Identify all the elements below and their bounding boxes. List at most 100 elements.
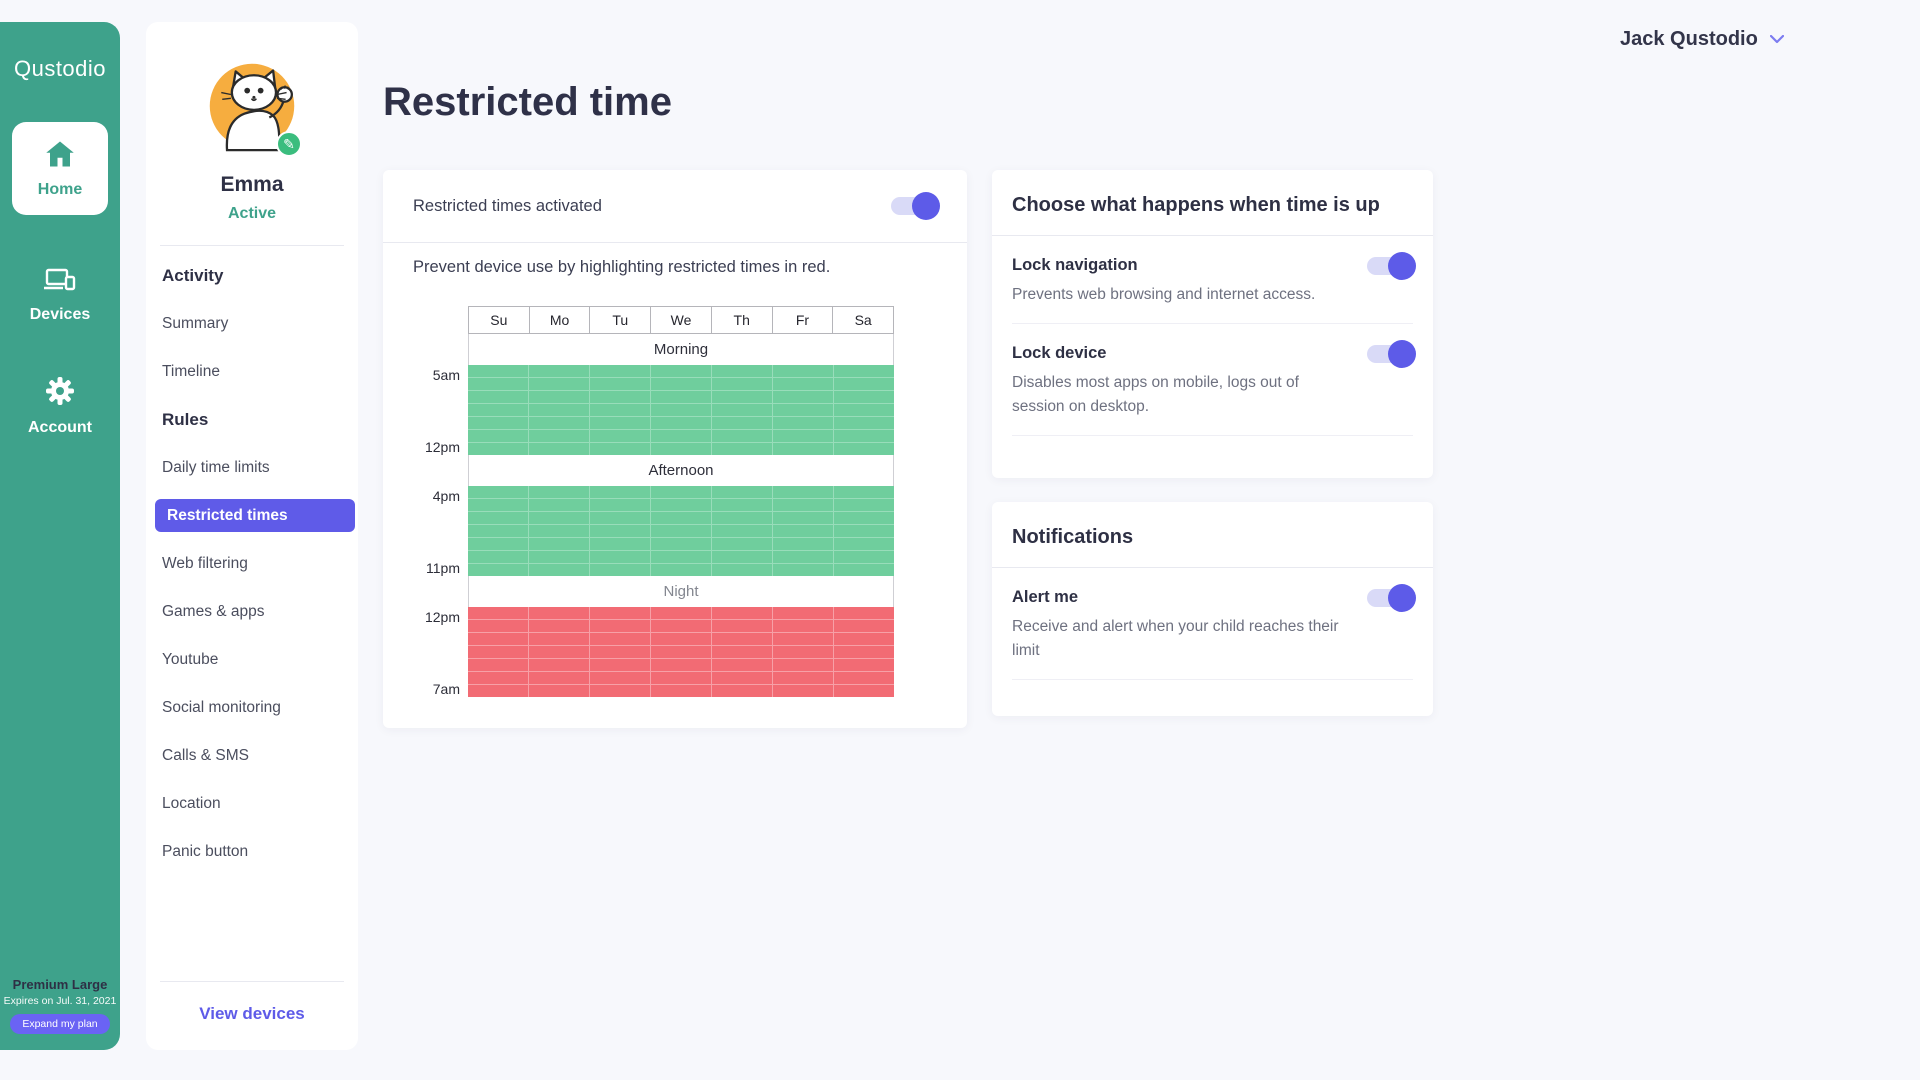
schedule-cell-restricted[interactable] xyxy=(712,646,772,658)
schedule-cell-allowed[interactable] xyxy=(712,404,772,416)
schedule-cell-restricted[interactable] xyxy=(773,620,833,632)
schedule-cell-allowed[interactable] xyxy=(712,499,772,511)
schedule-cell-restricted[interactable] xyxy=(834,672,894,684)
schedule-cell-allowed[interactable] xyxy=(529,391,589,403)
schedule-cell-restricted[interactable] xyxy=(468,659,528,671)
schedule-cell-allowed[interactable] xyxy=(834,486,894,498)
schedule-cell-allowed[interactable] xyxy=(529,551,589,563)
schedule-cell-restricted[interactable] xyxy=(590,646,650,658)
schedule-cell-restricted[interactable] xyxy=(529,659,589,671)
day-header-su[interactable]: Su xyxy=(469,307,529,333)
schedule-cell-allowed[interactable] xyxy=(590,564,650,576)
schedule-cell-restricted[interactable] xyxy=(773,633,833,645)
schedule-cell-restricted[interactable] xyxy=(529,607,589,619)
schedule-cell-allowed[interactable] xyxy=(651,417,711,429)
nav-home[interactable]: Home xyxy=(12,122,108,215)
schedule-cell-allowed[interactable] xyxy=(773,525,833,537)
schedule-cell-restricted[interactable] xyxy=(834,646,894,658)
schedule-cell-restricted[interactable] xyxy=(468,646,528,658)
schedule-cell-restricted[interactable] xyxy=(529,633,589,645)
schedule-cell-allowed[interactable] xyxy=(468,430,528,442)
schedule-cell-allowed[interactable] xyxy=(590,378,650,390)
schedule-cell-restricted[interactable] xyxy=(651,685,711,697)
schedule-cell-allowed[interactable] xyxy=(468,443,528,455)
schedule-cell-allowed[interactable] xyxy=(468,525,528,537)
alert-me-toggle[interactable] xyxy=(1367,583,1416,612)
schedule-cell-allowed[interactable] xyxy=(712,525,772,537)
schedule-cell-allowed[interactable] xyxy=(468,538,528,550)
schedule-cell-allowed[interactable] xyxy=(590,391,650,403)
schedule-cell-allowed[interactable] xyxy=(712,443,772,455)
schedule-cell-restricted[interactable] xyxy=(773,607,833,619)
schedule-cell-allowed[interactable] xyxy=(773,417,833,429)
schedule-cell-allowed[interactable] xyxy=(529,525,589,537)
schedule-cell-allowed[interactable] xyxy=(712,551,772,563)
schedule-cell-allowed[interactable] xyxy=(529,499,589,511)
schedule-cell-allowed[interactable] xyxy=(651,499,711,511)
schedule-cell-allowed[interactable] xyxy=(651,391,711,403)
schedule-cell-allowed[interactable] xyxy=(712,365,772,377)
schedule-cell-allowed[interactable] xyxy=(468,551,528,563)
schedule-cell-restricted[interactable] xyxy=(773,646,833,658)
schedule-cell-restricted[interactable] xyxy=(468,607,528,619)
schedule-cell-allowed[interactable] xyxy=(834,443,894,455)
schedule-cell-allowed[interactable] xyxy=(834,404,894,416)
schedule-cell-allowed[interactable] xyxy=(651,378,711,390)
schedule-cell-allowed[interactable] xyxy=(529,443,589,455)
schedule-cell-allowed[interactable] xyxy=(712,486,772,498)
day-header-fr[interactable]: Fr xyxy=(772,307,833,333)
lock-navigation-toggle[interactable] xyxy=(1367,251,1416,280)
schedule-cell-allowed[interactable] xyxy=(773,499,833,511)
schedule-cell-allowed[interactable] xyxy=(773,486,833,498)
schedule-cell-allowed[interactable] xyxy=(529,378,589,390)
schedule-cell-allowed[interactable] xyxy=(773,365,833,377)
schedule-cell-allowed[interactable] xyxy=(712,430,772,442)
schedule-cell-allowed[interactable] xyxy=(468,417,528,429)
schedule-cell-allowed[interactable] xyxy=(712,512,772,524)
schedule-cell-allowed[interactable] xyxy=(773,551,833,563)
nav-account[interactable]: Account xyxy=(12,376,108,437)
schedule-cell-restricted[interactable] xyxy=(834,620,894,632)
schedule-cell-restricted[interactable] xyxy=(468,633,528,645)
schedule-cell-restricted[interactable] xyxy=(529,620,589,632)
schedule-cell-restricted[interactable] xyxy=(590,633,650,645)
day-header-tu[interactable]: Tu xyxy=(590,307,651,333)
schedule-cell-allowed[interactable] xyxy=(468,499,528,511)
schedule-cell-restricted[interactable] xyxy=(651,620,711,632)
schedule-cell-allowed[interactable] xyxy=(712,391,772,403)
schedule-cell-restricted[interactable] xyxy=(651,646,711,658)
schedule-cell-allowed[interactable] xyxy=(468,391,528,403)
schedule-cell-allowed[interactable] xyxy=(651,365,711,377)
schedule-cell-restricted[interactable] xyxy=(834,607,894,619)
schedule-cell-allowed[interactable] xyxy=(773,538,833,550)
schedule-cell-restricted[interactable] xyxy=(712,672,772,684)
schedule-cell-allowed[interactable] xyxy=(834,417,894,429)
schedule-cell-restricted[interactable] xyxy=(834,659,894,671)
schedule-cell-allowed[interactable] xyxy=(529,512,589,524)
sidebar-item-restricted-times[interactable]: Restricted times xyxy=(155,499,355,532)
schedule-cell-allowed[interactable] xyxy=(651,404,711,416)
schedule-cell-allowed[interactable] xyxy=(651,525,711,537)
schedule-cell-allowed[interactable] xyxy=(834,430,894,442)
schedule-cell-restricted[interactable] xyxy=(468,620,528,632)
sidebar-item-youtube[interactable]: Youtube xyxy=(162,651,219,668)
schedule-cell-allowed[interactable] xyxy=(651,512,711,524)
schedule-cell-allowed[interactable] xyxy=(590,417,650,429)
schedule-cell-allowed[interactable] xyxy=(590,512,650,524)
schedule-cell-restricted[interactable] xyxy=(712,685,772,697)
schedule-cell-allowed[interactable] xyxy=(651,486,711,498)
schedule-cell-allowed[interactable] xyxy=(773,443,833,455)
sidebar-item-games-apps[interactable]: Games & apps xyxy=(162,603,265,620)
schedule-cell-restricted[interactable] xyxy=(590,620,650,632)
schedule-cell-allowed[interactable] xyxy=(590,365,650,377)
schedule-cell-allowed[interactable] xyxy=(468,365,528,377)
sidebar-item-timeline[interactable]: Timeline xyxy=(162,363,220,380)
schedule-cell-allowed[interactable] xyxy=(468,378,528,390)
schedule-cell-restricted[interactable] xyxy=(834,633,894,645)
schedule-cell-allowed[interactable] xyxy=(651,443,711,455)
schedule-cell-allowed[interactable] xyxy=(773,404,833,416)
schedule-cell-allowed[interactable] xyxy=(834,391,894,403)
day-header-sa[interactable]: Sa xyxy=(833,307,893,333)
schedule-cell-allowed[interactable] xyxy=(834,551,894,563)
schedule-cell-allowed[interactable] xyxy=(529,404,589,416)
